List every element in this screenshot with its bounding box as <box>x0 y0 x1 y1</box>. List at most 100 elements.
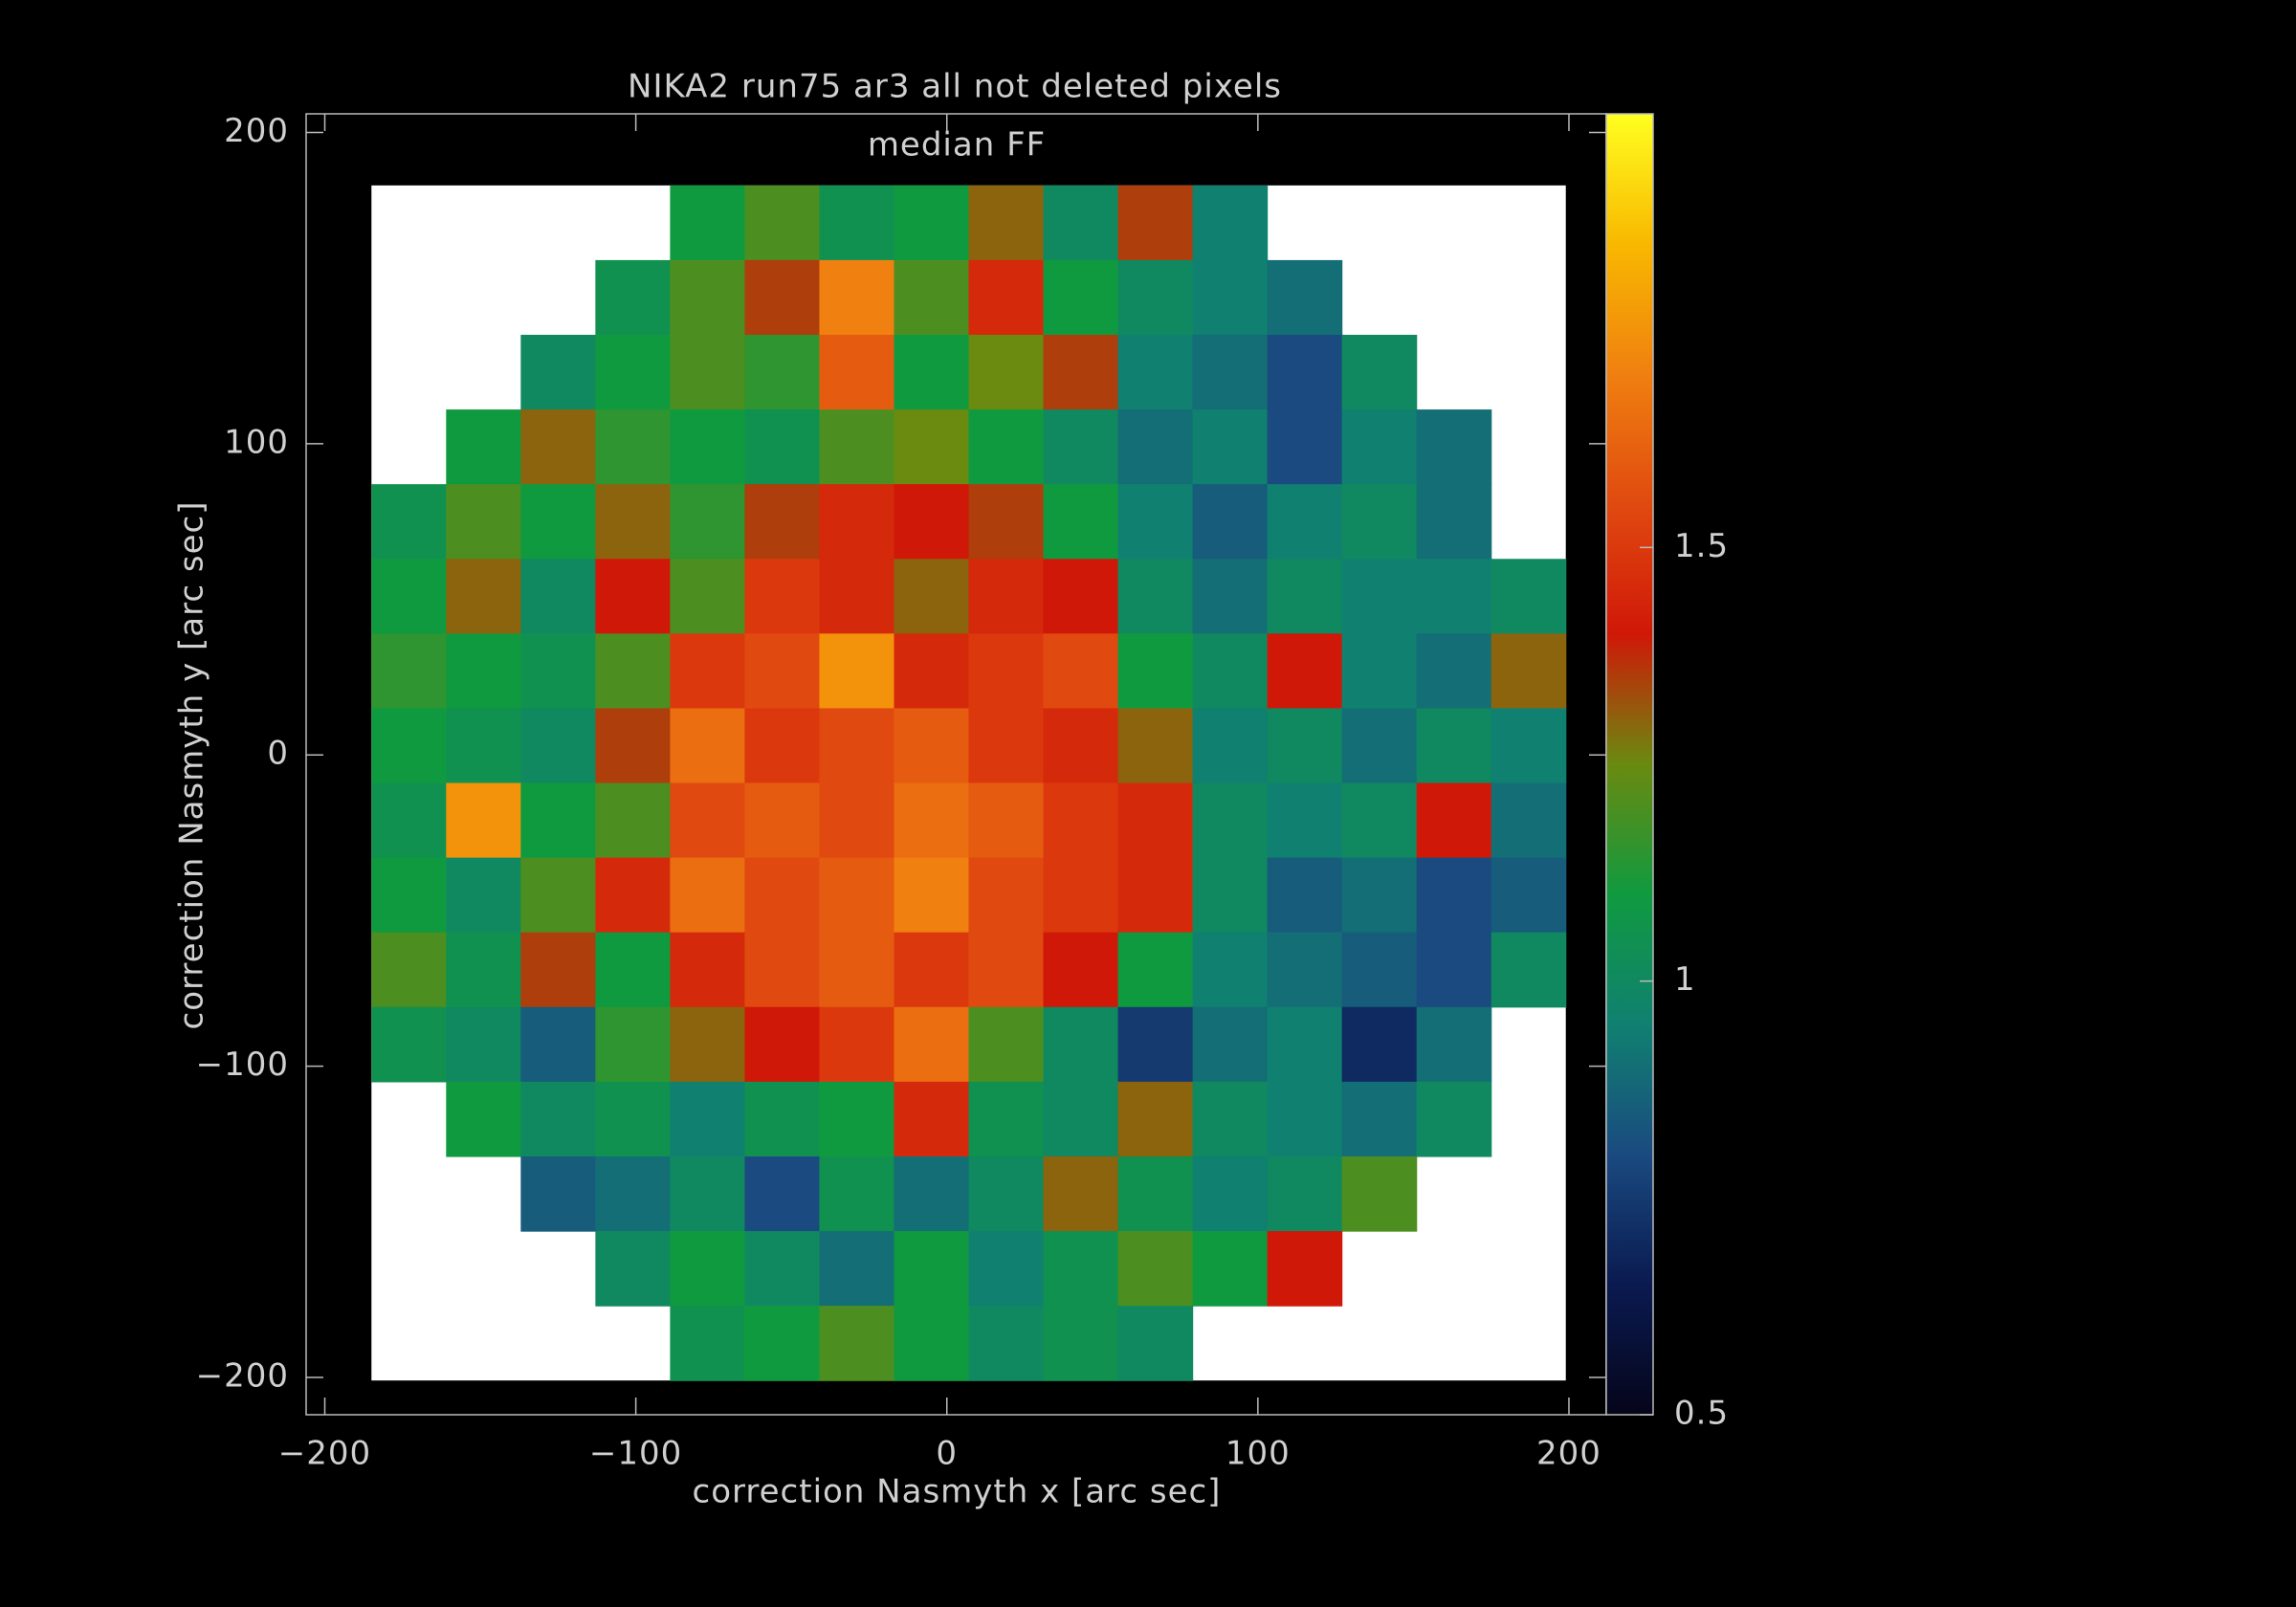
heatmap-cell <box>819 782 895 859</box>
heatmap-cell <box>520 335 596 410</box>
heatmap-cell <box>670 484 746 560</box>
heatmap-cell <box>1043 409 1119 485</box>
heatmap-cell <box>1490 559 1567 634</box>
heatmap-cell <box>1416 1081 1492 1157</box>
heatmap-cell <box>520 409 596 485</box>
heatmap-cell <box>1490 782 1567 859</box>
heatmap-cell <box>744 559 821 634</box>
x-axis-label: correction Nasmyth x [arc sec] <box>693 1473 1222 1511</box>
heatmap-cell <box>446 708 521 784</box>
heatmap-cell <box>894 782 970 859</box>
heatmap-cell <box>1043 1306 1119 1381</box>
heatmap-cell <box>894 559 970 634</box>
heatmap-cell <box>1043 1006 1119 1083</box>
heatmap-cell <box>595 259 671 336</box>
heatmap-cell <box>1416 1006 1492 1083</box>
chart-title: NIKA2 run75 ar3 all not deleted pixels <box>628 68 1282 106</box>
heatmap-cell <box>595 559 671 634</box>
heatmap-cell <box>520 633 596 710</box>
heatmap-cell <box>595 484 671 560</box>
heatmap-cell <box>819 259 895 336</box>
y-tick-label: 100 <box>224 423 289 461</box>
heatmap-cell <box>1043 782 1119 859</box>
heatmap-cell <box>744 409 821 485</box>
heatmap-cell <box>894 1231 970 1307</box>
heatmap-cell <box>520 708 596 784</box>
heatmap-cell <box>894 857 970 934</box>
heatmap-cell <box>744 484 821 560</box>
heatmap-cell <box>1416 782 1492 859</box>
heatmap-cell <box>968 559 1045 634</box>
heatmap-cell <box>1267 559 1343 634</box>
heatmap-cell <box>1192 1231 1269 1307</box>
heatmap-cell <box>1341 708 1418 784</box>
heatmap-cell <box>819 409 895 485</box>
heatmap-cell <box>670 782 746 859</box>
heatmap-cell <box>1341 932 1418 1008</box>
heatmap-cell <box>1192 1156 1269 1232</box>
heatmap-cell <box>1416 708 1492 784</box>
heatmap-cell <box>446 409 521 485</box>
heatmap-cell <box>819 1306 895 1381</box>
heatmap-cell <box>1267 932 1343 1008</box>
heatmap-cell <box>744 259 821 336</box>
heatmap-cell <box>1341 1081 1418 1157</box>
heatmap-cell <box>520 857 596 934</box>
heatmap-cell <box>1192 1006 1269 1083</box>
heatmap-cell <box>670 1156 746 1232</box>
heatmap-cell <box>968 708 1045 784</box>
heatmap-cell <box>968 1006 1045 1083</box>
heatmap-cell <box>819 1006 895 1083</box>
heatmap-cell <box>670 559 746 634</box>
heatmap-cell <box>595 782 671 859</box>
y-axis-label: correction Nasmyth y [arc sec] <box>173 501 211 1030</box>
heatmap-cell <box>1117 259 1194 336</box>
heatmap-cell <box>1416 409 1492 485</box>
heatmap-cell <box>1267 1081 1343 1157</box>
heatmap-cell <box>819 708 895 784</box>
x-tick-label: −200 <box>278 1435 371 1473</box>
y-tick-label: 0 <box>267 735 289 773</box>
heatmap-cell <box>1267 1156 1343 1232</box>
heatmap-cell <box>1192 708 1269 784</box>
heatmap-cell <box>670 857 746 934</box>
heatmap-cell <box>968 185 1045 261</box>
heatmap-cell <box>1267 1006 1343 1083</box>
heatmap-cell <box>595 708 671 784</box>
colorbar-tick-label: 1 <box>1674 960 1696 999</box>
heatmap-cell <box>1192 857 1269 934</box>
heatmap-cell <box>520 1081 596 1157</box>
heatmap-cell <box>1267 259 1343 336</box>
heatmap-cell <box>670 1081 746 1157</box>
heatmap-cell <box>446 932 521 1008</box>
heatmap-cell <box>1490 857 1567 934</box>
heatmap-cell <box>1117 559 1194 634</box>
heatmap-cell <box>1341 409 1418 485</box>
y-tick-label: −100 <box>196 1046 289 1084</box>
heatmap-cell <box>819 932 895 1008</box>
heatmap-cell <box>1416 559 1492 634</box>
x-tick-label: 200 <box>1536 1435 1601 1473</box>
heatmap-cell <box>1117 1081 1194 1157</box>
heatmap-cell <box>670 335 746 410</box>
heatmap-cell <box>968 1306 1045 1381</box>
heatmap-cell <box>371 782 447 859</box>
heatmap-cell <box>819 633 895 710</box>
x-tick-label: −100 <box>589 1435 682 1473</box>
heatmap-cell <box>1490 633 1567 710</box>
heatmap-cell <box>1117 409 1194 485</box>
heatmap-cell <box>1192 932 1269 1008</box>
heatmap-cell <box>520 1006 596 1083</box>
heatmap-cell <box>1117 1006 1194 1083</box>
heatmap-cell <box>744 708 821 784</box>
heatmap-cell <box>1416 633 1492 710</box>
heatmap-cell <box>446 782 521 859</box>
heatmap-cell <box>520 559 596 634</box>
heatmap-cell <box>744 335 821 410</box>
x-tick-label: 100 <box>1225 1435 1291 1473</box>
heatmap-cell <box>1192 633 1269 710</box>
heatmap-cell <box>446 1006 521 1083</box>
heatmap-cell <box>1043 633 1119 710</box>
heatmap-cell <box>744 1081 821 1157</box>
